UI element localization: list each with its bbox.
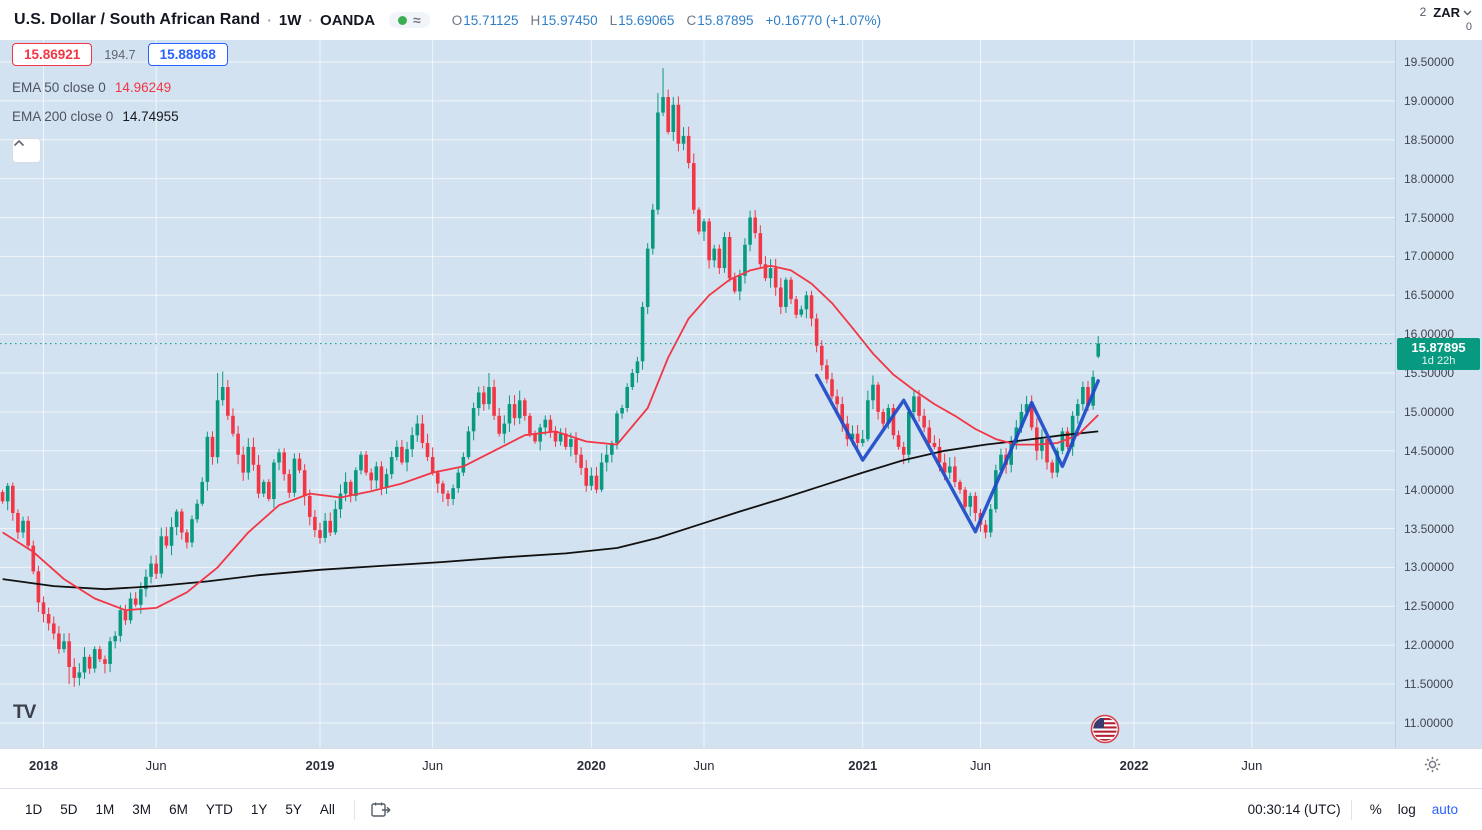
bar-countdown: 1d 22h: [1421, 354, 1456, 367]
tradingview-logo[interactable]: TV: [13, 702, 36, 723]
close-value: 15.87895: [697, 12, 754, 28]
range-ytd-button[interactable]: YTD: [205, 802, 233, 817]
close-label: C: [686, 12, 697, 28]
legend-ema50[interactable]: EMA 50 close 0 14.96249: [12, 80, 171, 95]
candles-layer: [0, 68, 1101, 687]
price-axis-label: 11.50000: [1404, 677, 1454, 692]
range-1m-button[interactable]: 1M: [95, 802, 115, 817]
low-value: 15.69065: [618, 12, 675, 28]
price-axis-label: 11.00000: [1404, 715, 1454, 730]
current-price-tag: 15.87895 1d 22h: [1397, 337, 1480, 370]
trend-zigzag-drawing[interactable]: [814, 373, 1100, 534]
range-5d-button[interactable]: 5D: [60, 802, 78, 817]
time-axis-label-2018: 2018: [29, 758, 58, 773]
price-axis-label: 12.00000: [1404, 638, 1455, 653]
open-label: O: [451, 12, 463, 28]
go-to-date-button[interactable]: [365, 800, 398, 820]
price-axis-label: 16.50000: [1404, 288, 1455, 303]
chevron-up-icon: [13, 139, 25, 147]
price-axis-label: 13.50000: [1404, 521, 1455, 536]
ema50-value: 14.96249: [114, 80, 172, 95]
high-label: H: [530, 12, 541, 28]
ema200-value: 14.74955: [122, 109, 179, 124]
chart-header: U.S. Dollar / South African Rand · 1W · …: [0, 0, 1482, 40]
bid-ask-row: 15.86921 194.7 15.88868: [12, 43, 228, 66]
price-axis-label: 15.00000: [1404, 404, 1455, 419]
ema50-line: [2, 264, 1099, 612]
price-axis-label: 13.00000: [1404, 560, 1455, 575]
auto-scale-button[interactable]: auto: [1431, 802, 1458, 817]
time-axis-label-2019: 2019: [305, 758, 335, 773]
time-axis-label-jun: Jun: [693, 758, 715, 773]
buy-price-button[interactable]: 15.88868: [147, 43, 228, 66]
clock-timezone-button[interactable]: 00:30:14 (UTC): [1247, 802, 1341, 817]
approx-data-icon: ≈: [413, 12, 421, 28]
gear-icon[interactable]: [1424, 756, 1441, 778]
ema50-label: EMA 50 close 0: [12, 80, 106, 95]
range-all-button[interactable]: All: [319, 802, 335, 817]
time-axis-label-2020: 2020: [576, 758, 606, 773]
price-axis-label: 18.50000: [1404, 132, 1455, 147]
high-value: 15.97450: [541, 12, 598, 28]
range-5y-button[interactable]: 5Y: [285, 802, 302, 817]
range-3m-button[interactable]: 3M: [132, 802, 152, 817]
market-status-pill[interactable]: ≈: [389, 12, 430, 28]
ema200-label: EMA 200 close 0: [12, 109, 114, 124]
corner-zero: 0: [1465, 21, 1472, 33]
price-axis[interactable]: 15.87895 1d 22h 19.50000 19.00000 18.50000…: [1395, 40, 1482, 748]
us-flag-event-icon[interactable]: [1090, 714, 1120, 744]
go-to-date-icon: [371, 802, 391, 817]
grid-layer: [0, 40, 1395, 748]
price-axis-label: 19.50000: [1404, 55, 1455, 69]
chart-pane[interactable]: 15.86921 194.7 15.88868 EMA 50 close 0 1…: [0, 40, 1395, 748]
chevron-down-icon: [1463, 10, 1472, 15]
time-axis-label-jun: Jun: [145, 758, 167, 773]
current-price-value: 15.87895: [1411, 339, 1466, 355]
time-axis-label-2022: 2022: [1119, 758, 1149, 773]
spread-value: 194.7: [104, 47, 136, 62]
log-scale-button[interactable]: log: [1397, 802, 1416, 817]
range-1y-button[interactable]: 1Y: [250, 802, 268, 817]
price-axis-label: 12.50000: [1404, 599, 1455, 614]
open-value: 15.71125: [463, 12, 519, 28]
time-axis[interactable]: 2018 Jun 2019 Jun 2020 Jun 2021 Jun 2022 Jun: [0, 748, 1482, 788]
time-axis-label-jun: Jun: [1241, 758, 1263, 773]
price-axis-label: 14.00000: [1404, 482, 1455, 497]
price-axis-label: 14.50000: [1404, 443, 1455, 458]
exchange-label[interactable]: OANDA: [320, 11, 376, 29]
market-open-dot-icon: [398, 15, 408, 25]
header-corner: 2 ZAR 0: [1420, 5, 1482, 35]
change-value: +0.16770 (+1.07%): [765, 12, 882, 28]
timeframe-label[interactable]: 1W: [278, 11, 302, 29]
price-axis-label: 17.00000: [1404, 249, 1455, 264]
percent-scale-button[interactable]: %: [1369, 802, 1382, 817]
price-axis-label: 18.00000: [1404, 171, 1455, 186]
legend-collapse-button[interactable]: [12, 138, 41, 163]
legend-ema200[interactable]: EMA 200 close 0 14.74955: [12, 109, 179, 124]
symbol-title[interactable]: U.S. Dollar / South African Rand: [14, 11, 261, 28]
toolbar-divider: [1350, 799, 1352, 820]
bottom-toolbar: 1D 5D 1M 3M 6M YTD 1Y 5Y All 00:30:14 (U…: [0, 788, 1482, 830]
currency-dropdown[interactable]: ZAR: [1433, 5, 1472, 20]
price-axis-label: 19.00000: [1404, 93, 1455, 108]
corner-count: 2: [1419, 5, 1427, 19]
price-axis-label: 17.50000: [1404, 210, 1455, 225]
time-axis-label-2021: 2021: [848, 758, 878, 773]
separator-dot: ·: [308, 12, 314, 28]
sell-price-button[interactable]: 15.86921: [12, 43, 93, 66]
ohlc-readout: O 15.71125 H 15.97450 L 15.69065 C 15.87895 …: [452, 13, 881, 28]
separator-dot: ·: [267, 12, 272, 28]
range-1d-button[interactable]: 1D: [25, 802, 43, 817]
time-axis-label-jun: Jun: [422, 758, 444, 773]
toolbar-divider: [353, 799, 355, 820]
low-label: L: [609, 12, 618, 28]
range-6m-button[interactable]: 6M: [169, 802, 188, 817]
time-axis-label-jun: Jun: [969, 758, 991, 773]
